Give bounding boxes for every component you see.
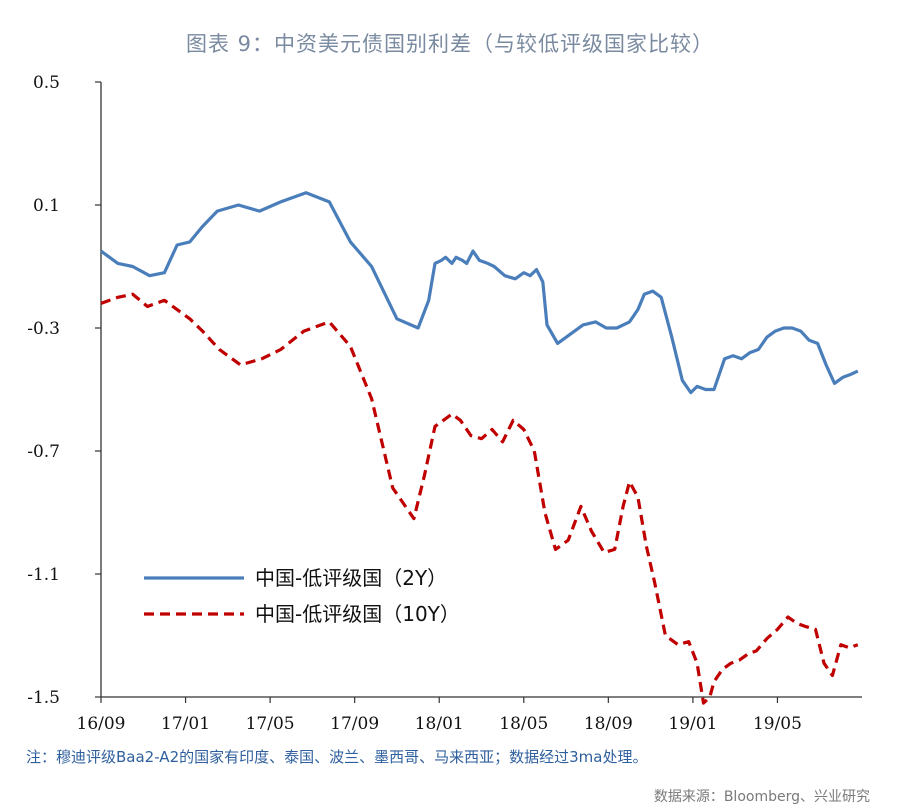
- x-tick-label: 16/09: [77, 714, 126, 734]
- y-tick-label: -0.7: [27, 442, 60, 462]
- y-tick-label: -1.5: [27, 688, 60, 708]
- x-tick-label: 19/05: [753, 714, 802, 734]
- chart-footnote: 注：穆迪评级Baa2-A2的国家有印度、泰国、波兰、墨西哥、马来西亚；数据经过3…: [26, 748, 648, 766]
- y-tick-label: 0.5: [33, 73, 60, 93]
- series-line-10y: [100, 292, 859, 705]
- x-tick-label: 17/05: [246, 714, 295, 734]
- series-layer: [100, 191, 859, 705]
- y-tick-label: 0.1: [33, 196, 60, 216]
- x-tick-label: 17/01: [161, 714, 210, 734]
- x-tick-label: 18/09: [584, 714, 633, 734]
- series-line-2y: [100, 191, 859, 395]
- legend-label: 中国-低评级国（2Y）: [255, 566, 447, 590]
- axis-ticks: 0.5 0.1 -0.3 -0.7 -1.1 -1.5 16/09 17/01 17/05 17/…: [27, 73, 802, 734]
- x-tick-label: 18/01: [415, 714, 464, 734]
- legend-label: 中国-低评级国（10Y）: [255, 602, 460, 626]
- y-tick-label: -1.1: [27, 565, 60, 585]
- chart-axes: [100, 82, 862, 698]
- x-tick-label: 19/01: [668, 714, 717, 734]
- x-tick-label: 17/09: [330, 714, 379, 734]
- x-tick-label: 18/05: [499, 714, 548, 734]
- chart-title: 图表 9：中资美元债国别利差（与较低评级国家比较）: [185, 32, 715, 56]
- chart-legend: 中国-低评级国（2Y） 中国-低评级国（10Y）: [144, 566, 460, 626]
- data-source: 数据来源：Bloomberg、兴业研究: [653, 789, 870, 805]
- y-tick-label: -0.3: [27, 319, 60, 339]
